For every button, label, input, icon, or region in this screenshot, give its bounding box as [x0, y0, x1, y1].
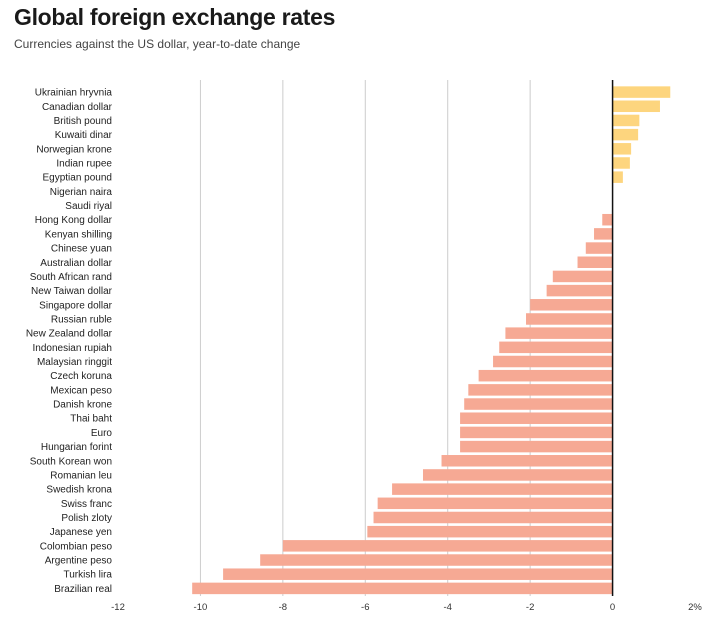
bar	[602, 213, 613, 226]
bar	[260, 554, 613, 566]
category-label: South African rand	[30, 272, 112, 283]
category-label: Indonesian rupiah	[32, 343, 112, 354]
category-label: New Zealand dollar	[26, 329, 113, 340]
category-label: Brazilian real	[54, 584, 112, 595]
bar	[612, 157, 630, 169]
category-label: Hungarian forint	[41, 442, 112, 453]
bar	[526, 313, 613, 325]
chart-subtitle: Currencies against the US dollar, year-t…	[14, 37, 301, 51]
bar	[612, 100, 660, 113]
x-tick-label: -6	[361, 602, 369, 613]
x-tick-label: -10	[194, 602, 208, 613]
bar	[612, 86, 671, 98]
bar	[577, 256, 613, 268]
category-label: Nigerian naira	[50, 187, 113, 198]
category-label: Kuwaiti dinar	[55, 130, 113, 141]
bar	[460, 440, 613, 453]
category-label: Norwegian krone	[36, 144, 112, 155]
category-label: Saudi riyal	[65, 201, 112, 212]
category-label: Canadian dollar	[42, 102, 113, 113]
bar	[478, 369, 613, 382]
category-label: Ukrainian hryvnia	[35, 88, 113, 99]
bars	[192, 86, 671, 595]
bar	[612, 128, 639, 141]
bar	[460, 412, 613, 424]
bar	[282, 540, 613, 552]
x-tick-label: 0	[610, 602, 615, 613]
category-label: Singapore dollar	[39, 300, 112, 311]
category-label: Hong Kong dollar	[35, 215, 113, 226]
bar	[585, 242, 613, 254]
bar	[392, 483, 613, 495]
bar	[612, 114, 640, 127]
bar	[441, 455, 613, 467]
bar	[468, 384, 613, 396]
bar	[223, 568, 613, 580]
category-label: Romanian leu	[50, 470, 112, 481]
x-tick-label: -12	[111, 602, 125, 613]
category-label: Euro	[91, 428, 113, 439]
x-tick-label: 2%	[688, 602, 702, 613]
category-label: Danish krone	[53, 400, 112, 411]
bar	[367, 525, 613, 538]
category-label: Indian rupee	[56, 158, 112, 169]
bar	[377, 497, 613, 510]
bar	[612, 171, 623, 183]
category-label: Chinese yuan	[51, 244, 112, 255]
category-label: New Taiwan dollar	[31, 286, 113, 297]
category-labels: Ukrainian hryvnia Canadian dollar British …	[26, 88, 113, 595]
category-label: Swiss franc	[61, 499, 112, 510]
bar	[552, 270, 613, 283]
category-label: Egyptian pound	[42, 173, 112, 184]
x-tick-label: -8	[279, 602, 287, 613]
bar	[546, 284, 613, 297]
bar	[422, 469, 613, 481]
bar	[464, 398, 613, 410]
category-label: Japanese yen	[50, 527, 112, 538]
bar	[505, 327, 613, 339]
bar	[373, 511, 613, 524]
x-tick-label: -4	[443, 602, 451, 613]
bar	[493, 355, 613, 368]
category-label: Czech koruna	[50, 371, 112, 382]
chart-title: Global foreign exchange rates	[14, 4, 336, 30]
category-label: South Korean won	[30, 456, 112, 467]
bar	[192, 582, 613, 595]
category-label: Kenyan shilling	[45, 229, 112, 240]
bar	[460, 426, 613, 439]
category-label: British pound	[54, 116, 112, 127]
bar	[594, 228, 613, 240]
category-label: Malaysian ringgit	[37, 357, 112, 368]
category-label: Swedish krona	[46, 485, 112, 496]
category-label: Argentine peso	[45, 556, 113, 567]
category-label: Australian dollar	[40, 258, 112, 269]
category-label: Thai baht	[70, 414, 112, 425]
category-label: Colombian peso	[40, 541, 113, 552]
category-label: Polish zloty	[61, 513, 112, 524]
x-tick-label: -2	[526, 602, 534, 613]
x-axis-ticks: -12 -10 -8 -6 -4 -2 0 2%	[111, 602, 702, 613]
bar	[499, 341, 613, 354]
bar	[612, 143, 632, 155]
category-label: Turkish lira	[63, 570, 112, 581]
category-label: Mexican peso	[50, 385, 112, 396]
category-label: Russian ruble	[51, 314, 113, 325]
bar	[530, 299, 613, 311]
